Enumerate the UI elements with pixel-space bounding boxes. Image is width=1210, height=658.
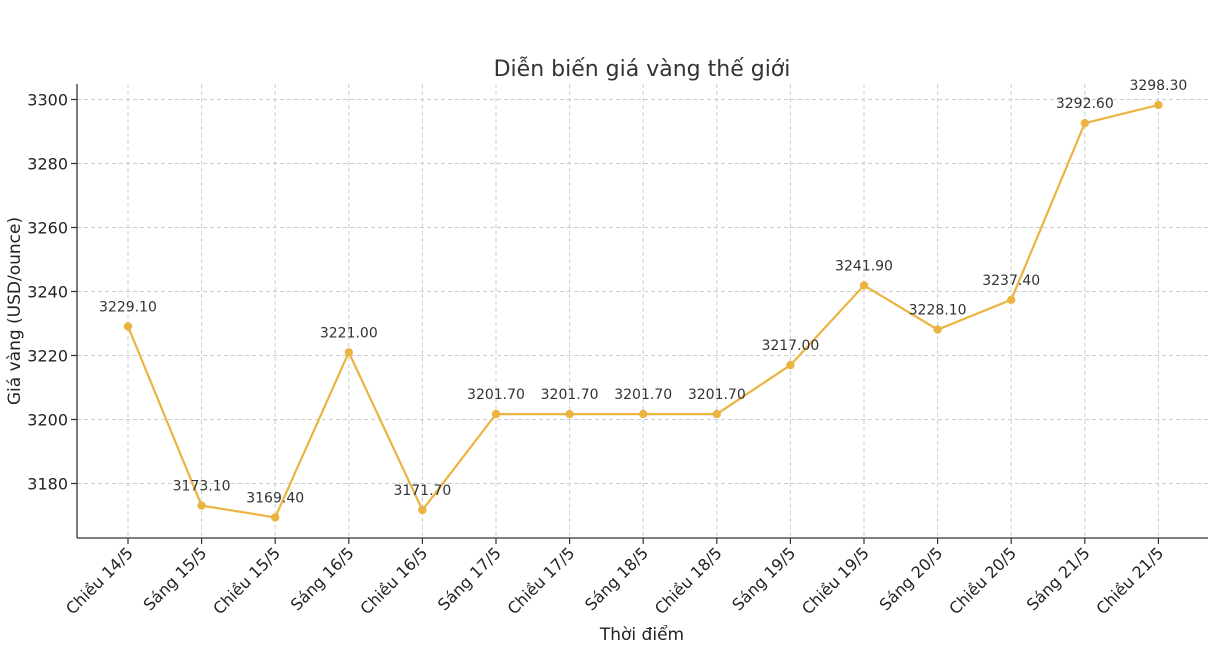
grid-layer: [77, 84, 1208, 538]
data-point: [271, 513, 280, 522]
x-tick-label: Sáng 18/5: [581, 543, 652, 614]
data-point: [565, 409, 574, 419]
data-label: 3292.60: [1056, 96, 1114, 112]
x-tick-label: Chiều 16/5: [356, 543, 431, 618]
data-label: 3221.00: [320, 325, 378, 341]
data-label: 3228.10: [909, 303, 967, 319]
x-tick-label: Sáng 15/5: [140, 543, 211, 614]
data-point: [491, 409, 501, 419]
y-tick-labels: 3180 3200 3220 3240 3260 3280 3300: [27, 91, 77, 494]
data-points: [123, 100, 1163, 522]
x-tick-label: Chiều 14/5: [62, 543, 137, 618]
data-label: 3173.10: [173, 479, 231, 495]
data-point: [197, 501, 206, 510]
y-tick-label: 3200: [27, 411, 68, 430]
x-tick-label: Chiều 17/5: [504, 543, 579, 618]
data-point: [786, 360, 795, 370]
x-tick-label: Sáng 17/5: [434, 543, 505, 614]
x-tick-label: Chiều 15/5: [209, 543, 284, 618]
x-axis-label: Thời điểm: [599, 624, 684, 645]
y-tick-label: 3220: [27, 347, 68, 366]
y-tick-label: 3280: [27, 155, 68, 174]
x-tick-label: Sáng 16/5: [287, 543, 358, 614]
data-point: [639, 409, 648, 419]
data-label: 3241.90: [835, 258, 893, 274]
axes-layer: [76, 84, 1208, 539]
data-point: [933, 325, 942, 334]
data-point: [712, 409, 721, 419]
data-label: 3201.70: [614, 387, 672, 403]
data-point: [1154, 100, 1163, 110]
chart-title: Diễn biến giá vàng thế giới: [494, 56, 791, 82]
x-tick-label: Chiều 20/5: [945, 543, 1020, 618]
y-tick-label: 3300: [27, 91, 68, 110]
data-label: 3171.70: [393, 483, 451, 499]
data-label: 3169.40: [246, 490, 304, 506]
data-point: [1080, 118, 1090, 128]
data-label: 3237.40: [982, 273, 1040, 289]
y-tick-label: 3260: [27, 219, 68, 238]
x-tick-label: Sáng 20/5: [876, 543, 947, 614]
y-tick-label: 3180: [27, 475, 68, 494]
data-label: 3298.30: [1129, 78, 1187, 94]
data-point: [123, 322, 133, 331]
data-point: [859, 281, 869, 290]
data-label: 3217.00: [761, 338, 819, 354]
data-point: [344, 348, 353, 357]
x-tick-label: Chiều 18/5: [651, 543, 726, 618]
data-label: 3201.70: [541, 387, 599, 403]
data-point: [418, 505, 427, 515]
y-tick-label: 3240: [27, 283, 68, 302]
y-axis-label: Giá vàng (USD/ounce): [5, 217, 25, 405]
x-tick-label: Sáng 21/5: [1023, 543, 1094, 614]
data-point: [1007, 295, 1016, 305]
data-labels: 3229.10 3173.10 3169.40 3221.00 3171.70 3201.…: [99, 78, 1187, 506]
x-tick-label: Sáng 19/5: [728, 543, 799, 614]
data-label: 3229.10: [99, 299, 157, 315]
x-tick-label: Chiều 19/5: [798, 543, 873, 618]
x-tick-label: Chiều 21/5: [1092, 543, 1167, 618]
data-label: 3201.70: [688, 387, 746, 403]
data-label: 3201.70: [467, 387, 525, 403]
